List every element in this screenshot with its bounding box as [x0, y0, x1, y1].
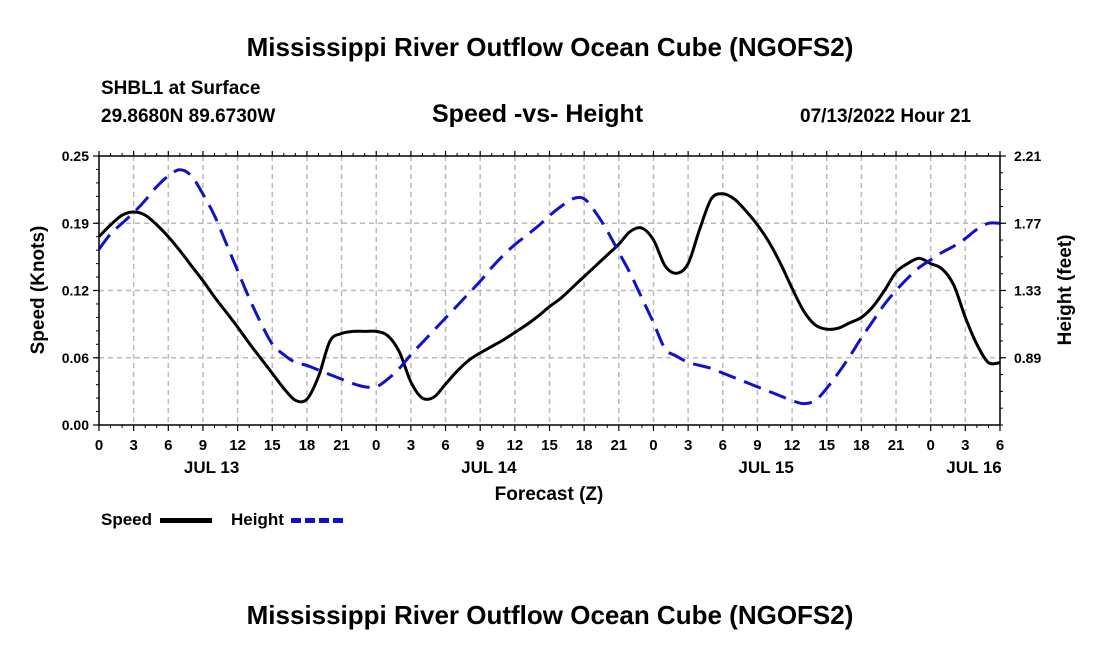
x-tick-label: 0: [927, 437, 935, 454]
x-date-label: JUL 16: [946, 458, 1001, 477]
x-tick-label: 9: [753, 437, 761, 454]
x-tick-label: 3: [961, 437, 969, 454]
x-tick-label: 0: [95, 437, 103, 454]
y-axis-label-left: Speed (Knots): [28, 226, 49, 355]
x-tick-label: 0: [372, 437, 380, 454]
x-tick-label: 12: [784, 437, 801, 454]
x-tick-label: 9: [199, 437, 207, 454]
y-tick-label-left: 0.12: [62, 283, 89, 299]
x-tick-label: 18: [853, 437, 870, 454]
x-tick-label: 21: [610, 437, 627, 454]
x-tick-label: 18: [576, 437, 593, 454]
chart-main-title: Mississippi River Outflow Ocean Cube (NG…: [246, 32, 854, 62]
legend-height-swatch: [291, 518, 343, 523]
y-tick-label-left: 0.00: [62, 417, 89, 433]
legend-speed-swatch: [160, 518, 212, 523]
x-tick-label: 3: [407, 437, 415, 454]
station-coordinates: 29.8680N 89.6730W: [101, 106, 276, 127]
x-tick-label: 15: [541, 437, 558, 454]
y-tick-label-left: 0.25: [62, 148, 89, 164]
x-tick-label: 12: [229, 437, 246, 454]
legend-speed-label: Speed: [101, 510, 153, 529]
footer-title: Mississippi River Outflow Ocean Cube (NG…: [246, 600, 854, 630]
x-tick-label: 21: [333, 437, 350, 454]
y-axis-label-right: Height (feet): [1055, 235, 1076, 346]
x-tick-label: 3: [129, 437, 137, 454]
y-tick-label-right: 2.21: [1014, 148, 1041, 164]
chart-subtitle: Speed -vs- Height: [432, 100, 644, 128]
y-tick-label-right: 1.33: [1014, 283, 1041, 299]
station-label: SHBL1 at Surface: [101, 78, 261, 99]
x-tick-label: 6: [996, 437, 1004, 454]
x-date-label: JUL 14: [461, 458, 517, 477]
legend-height-label: Height: [231, 510, 284, 529]
x-tick-label: 15: [264, 437, 281, 454]
x-tick-label: 21: [888, 437, 905, 454]
series-layer: [97, 168, 1001, 406]
forecast-datetime: 07/13/2022 Hour 21: [800, 106, 972, 127]
x-date-label: JUL 13: [184, 458, 239, 477]
grid-layer: [99, 156, 1000, 425]
x-tick-label: 3: [684, 437, 692, 454]
x-tick-label: 0: [649, 437, 657, 454]
x-tick-label: 9: [476, 437, 484, 454]
y-tick-label-left: 0.06: [62, 350, 89, 366]
x-tick-label: 6: [164, 437, 172, 454]
speed-height-chart: 0 3 6 9 12 15 18 21 0 3 6 9 12 15 18 21 0 3 6 9 12 15 18 21 0 3 6J…: [28, 148, 1076, 505]
x-tick-label: 12: [507, 437, 524, 454]
x-tick-label: 6: [441, 437, 449, 454]
x-tick-label: 15: [818, 437, 835, 454]
x-tick-label: 6: [719, 437, 727, 454]
x-axis-label: Forecast (Z): [495, 484, 604, 505]
x-date-label: JUL 15: [738, 458, 793, 477]
y-tick-label-left: 0.19: [62, 215, 89, 231]
y-tick-label-right: 1.77: [1014, 215, 1041, 231]
axis-layer: 0 3 6 9 12 15 18 21 0 3 6 9 12 15 18 21 0 3 6 9 12 15 18 21 0 3 6J…: [62, 148, 1042, 477]
x-tick-label: 18: [299, 437, 316, 454]
y-tick-label-right: 0.89: [1014, 350, 1041, 366]
series-line-speed: [97, 192, 1001, 404]
